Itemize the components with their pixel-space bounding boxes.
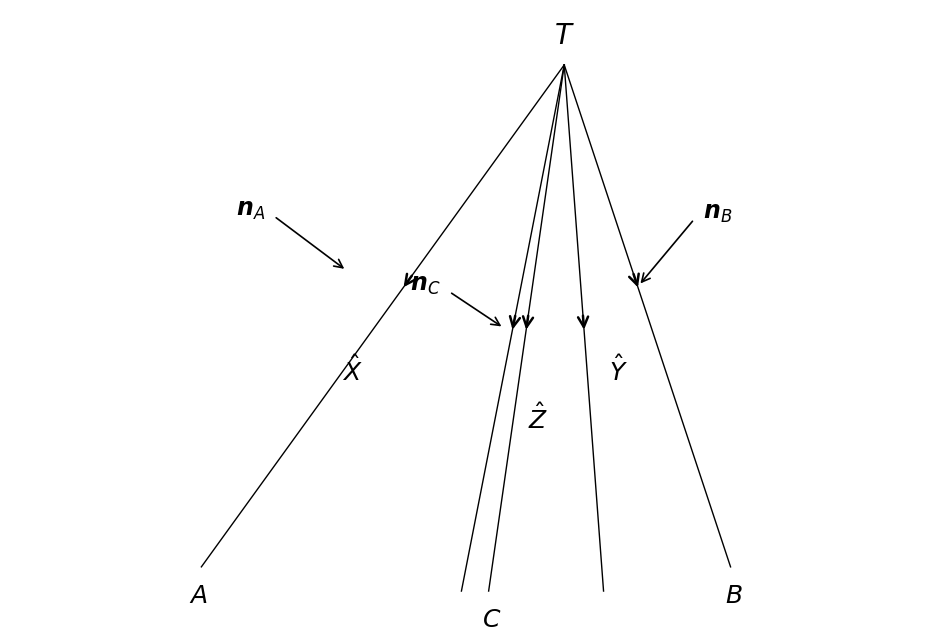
Text: $\boldsymbol{n}_A$: $\boldsymbol{n}_A$ [235, 199, 264, 222]
Text: $\hat{Y}$: $\hat{Y}$ [609, 355, 629, 385]
Text: $\hat{Z}$: $\hat{Z}$ [528, 404, 549, 434]
Text: $\boldsymbol{n}_C$: $\boldsymbol{n}_C$ [409, 274, 440, 297]
Text: $C$: $C$ [482, 609, 502, 632]
Text: $\boldsymbol{n}_B$: $\boldsymbol{n}_B$ [703, 201, 733, 225]
Text: $\hat{X}$: $\hat{X}$ [343, 355, 363, 385]
Text: $B$: $B$ [725, 585, 742, 608]
Text: $T$: $T$ [554, 23, 575, 50]
Text: $A$: $A$ [189, 585, 208, 608]
